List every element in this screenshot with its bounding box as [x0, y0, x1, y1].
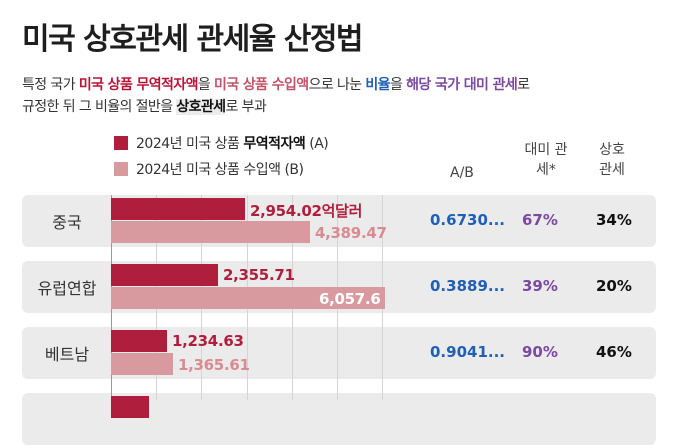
legend-swatch-deficit [114, 136, 128, 150]
column-header-us-tariff: 대미 관세* [524, 142, 568, 178]
desc-ratio: 비율 [365, 77, 390, 93]
value-label-imports: 6,057.6 [319, 290, 381, 308]
ratio-value: 0.6730... [430, 211, 505, 229]
bar-deficit [111, 198, 245, 220]
bar-deficit [111, 264, 218, 286]
ratio-value: 0.3889... [430, 277, 505, 295]
desc-text: 로 부과 [225, 99, 267, 115]
bar-imports [111, 287, 385, 309]
description-line-2: 규정한 뒤 그 비율의 절반을 상호관세로 부과 [22, 96, 267, 116]
desc-text: 을 [197, 77, 215, 93]
reciprocal-tariff-value: 34% [596, 211, 632, 229]
value-label-imports: 4,389.47 [315, 224, 387, 242]
desc-text: 으로 나눈 [308, 77, 366, 93]
desc-text: 규정한 뒤 그 비율의 절반을 [22, 99, 177, 115]
desc-reciprocal: 상호관세 [176, 99, 226, 115]
country-label: 중국 [52, 213, 82, 232]
desc-imports: 미국 상품 수입액 [214, 77, 309, 93]
desc-text: 로 [517, 77, 530, 93]
us-tariff-value: 39% [522, 277, 558, 295]
bar-imports [111, 221, 310, 243]
desc-deficit: 미국 상품 무역적자액 [78, 77, 199, 93]
desc-tariff: 해당 국가 대미 관세 [406, 77, 518, 93]
column-header-ratio: A/B [450, 165, 474, 181]
reciprocal-tariff-value: 20% [596, 277, 632, 295]
bar-deficit-partial [111, 396, 149, 418]
us-tariff-value: 67% [522, 211, 558, 229]
legend-item-imports: 2024년 미국 상품 수입액 (B) [114, 159, 304, 179]
chart-title: 미국 상호관세 관세율 산정법 [22, 22, 364, 57]
column-header-reciprocal: 상호 관세 [599, 142, 625, 178]
desc-text: 을 [389, 77, 407, 93]
value-label-deficit: 2,954.02억달러 [250, 202, 363, 220]
description-line-1: 특정 국가 미국 상품 무역적자액을 미국 상품 수입액으로 나눈 비율을 해당… [22, 74, 530, 94]
legend-item-deficit: 2024년 미국 상품 무역적자액 (A) [114, 133, 329, 153]
country-label: 유럽연합 [37, 279, 97, 298]
legend-swatch-imports [114, 162, 128, 176]
us-tariff-value: 90% [522, 343, 558, 361]
ratio-value: 0.9041... [430, 343, 505, 361]
value-label-deficit: 2,355.71 [223, 266, 295, 284]
reciprocal-tariff-value: 46% [596, 343, 632, 361]
desc-text: 특정 국가 [22, 77, 79, 93]
value-label-imports: 1,365.61 [178, 356, 250, 374]
bar-imports [111, 353, 173, 375]
legend-label-imports: 2024년 미국 상품 수입액 (B) [136, 162, 304, 178]
bar-deficit [111, 330, 167, 352]
value-label-deficit: 1,234.63 [172, 332, 244, 350]
country-label: 베트남 [44, 345, 90, 364]
legend-label-deficit: 2024년 미국 상품 무역적자액 (A) [136, 136, 329, 152]
